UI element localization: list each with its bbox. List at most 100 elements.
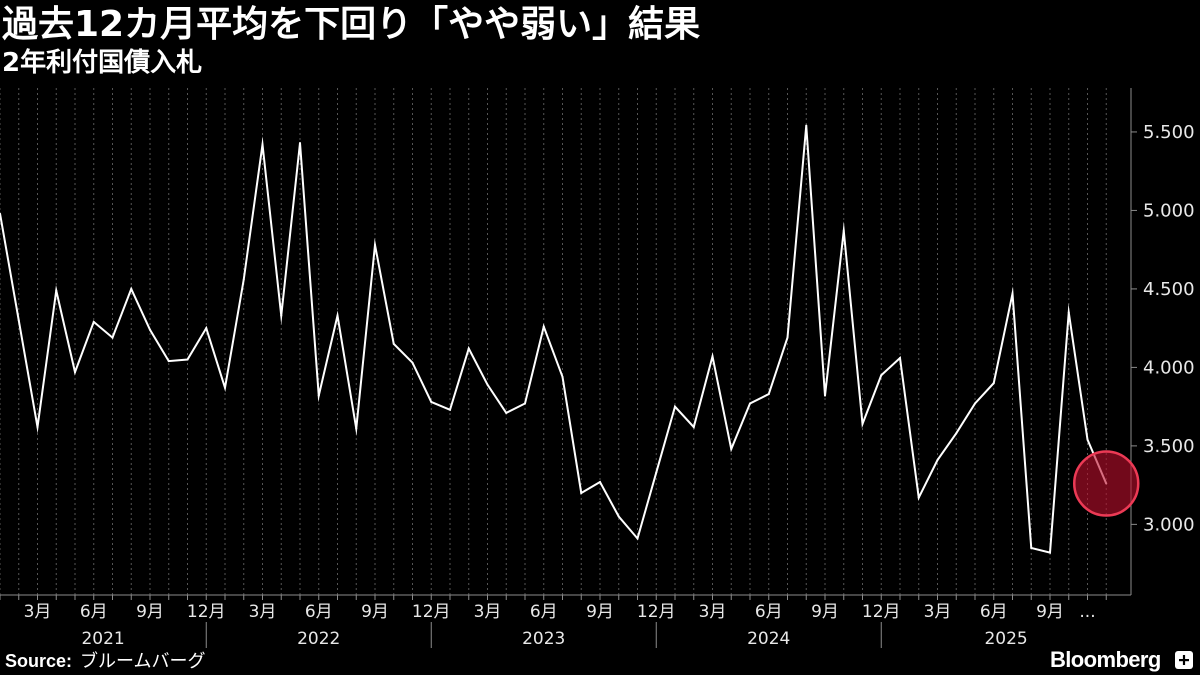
x-tick-label: 12月 [412, 602, 451, 622]
y-tick-label: 3.500 [1143, 436, 1195, 457]
x-tick-label: 3月 [924, 602, 952, 622]
x-axis-month-ticks [0, 595, 1107, 600]
data-point [1067, 311, 1070, 314]
bloomberg-wordmark: Bloomberg [1050, 647, 1161, 672]
x-tick-label: 6月 [755, 602, 783, 622]
data-point [599, 480, 601, 483]
data-point [411, 361, 414, 364]
data-point [1030, 546, 1033, 549]
bloomberg-terminal-icon [1174, 651, 1193, 669]
x-tick-label: 12月 [862, 602, 901, 622]
source-label: Source: [5, 651, 73, 671]
data-point [242, 278, 245, 281]
y-tick-label: 5.000 [1143, 200, 1195, 221]
vertical-gridlines [0, 88, 1107, 595]
data-point [992, 382, 995, 385]
x-tick-label: 9月 [586, 602, 614, 622]
data-point [505, 411, 508, 414]
data-point [617, 515, 620, 518]
series-line [0, 125, 1108, 554]
y-tick-label: 4.000 [1143, 357, 1195, 378]
data-point [786, 336, 789, 339]
x-tick-label: 6月 [80, 602, 108, 622]
x-tick-label: 6月 [980, 602, 1008, 622]
x-tick-label: 3月 [474, 602, 502, 622]
data-point [74, 371, 76, 374]
data-point [1049, 551, 1051, 554]
data-point [130, 287, 133, 290]
data-point [111, 336, 114, 339]
data-point [486, 383, 489, 386]
line-chart: 3.000 3.500 4.000 4.500 5.000 5.500 3月 6月 9月 12月 3… [0, 88, 1195, 649]
data-point [730, 448, 733, 451]
y-tick-label: 3.000 [1143, 514, 1195, 535]
x-year-label: 2021 [81, 629, 124, 649]
x-tick-label: 6月 [305, 602, 333, 622]
x-year-label: 2022 [297, 629, 340, 649]
data-point [711, 355, 714, 358]
data-point [299, 141, 301, 144]
data-point [280, 314, 283, 317]
data-point [767, 393, 770, 396]
data-point [542, 325, 545, 328]
bloomberg-brand: Bloomberg [1050, 648, 1193, 672]
y-tick-label: 4.500 [1143, 279, 1195, 300]
x-tick-label: 12月 [187, 602, 226, 622]
data-point [186, 358, 189, 361]
data-point [561, 375, 564, 378]
x-axis-years: 2021 2022 2023 2024 2025 [81, 622, 1028, 649]
x-tick-label: 9月 [136, 602, 164, 622]
data-point [167, 360, 170, 363]
data-point [55, 289, 58, 292]
x-tick-label: ... [1079, 602, 1095, 622]
data-point [449, 408, 451, 411]
data-point [899, 356, 901, 359]
data-point [692, 426, 695, 429]
data-point [674, 405, 676, 408]
data-point [392, 342, 395, 345]
data-point [749, 402, 751, 405]
data-point [0, 212, 1, 215]
data-point [805, 124, 808, 127]
data-point [824, 394, 826, 397]
x-axis-labels: 3月 6月 9月 12月 3月 6月 9月 12月 3月 6月 9月 12月 3月 6月 9月 12月 3月 6月… [24, 602, 1096, 622]
data-point [92, 320, 95, 323]
x-tick-label: 9月 [361, 602, 389, 622]
data-point [17, 319, 20, 322]
data-point [580, 491, 583, 494]
data-point [336, 314, 339, 317]
data-point [205, 327, 208, 330]
data-point [149, 328, 151, 331]
y-axis-ticks: 3.000 3.500 4.000 4.500 5.000 5.500 [1131, 122, 1195, 535]
x-tick-label: 9月 [811, 602, 839, 622]
data-point [955, 432, 958, 435]
x-year-label: 2025 [984, 629, 1027, 649]
data-point [936, 459, 939, 462]
data-point [374, 243, 376, 246]
data-point [974, 402, 976, 405]
data-points [0, 124, 1108, 554]
x-tick-label: 3月 [24, 602, 52, 622]
data-point [36, 426, 39, 429]
data-point [636, 537, 639, 540]
x-tick-label: 6月 [530, 602, 558, 622]
data-point [355, 427, 358, 430]
data-point [880, 374, 883, 377]
data-point [1086, 438, 1089, 441]
x-year-label: 2024 [747, 629, 790, 649]
x-tick-label: 9月 [1036, 602, 1064, 622]
data-point [655, 471, 658, 474]
x-year-label: 2023 [522, 629, 565, 649]
data-point [430, 400, 433, 403]
chart-subtitle: 2年利付国債入札 [2, 48, 203, 78]
source-text: ブルームバーグ [80, 651, 206, 672]
source-note: Source: ブルームバーグ [5, 651, 206, 672]
chart-title: 過去12カ月平均を下回り「やや弱い」結果 [2, 4, 701, 45]
x-tick-label: 3月 [249, 602, 277, 622]
data-point [917, 496, 920, 499]
y-tick-label: 5.500 [1143, 122, 1195, 143]
data-point [861, 422, 864, 425]
x-tick-label: 12月 [637, 602, 676, 622]
data-point [1011, 292, 1014, 295]
data-point [842, 229, 845, 232]
